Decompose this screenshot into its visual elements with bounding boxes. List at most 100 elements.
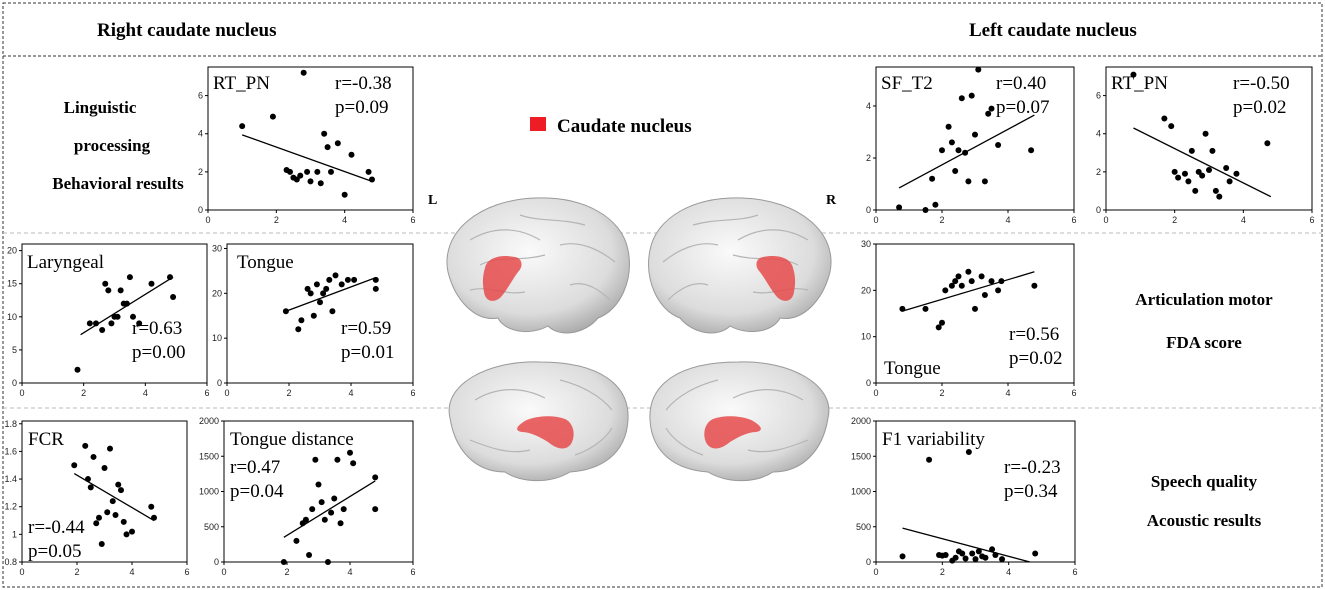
x-tick-label: 4: [1241, 215, 1246, 225]
data-point: [298, 317, 305, 324]
data-point: [293, 176, 300, 183]
y-tick-label: 0: [217, 378, 222, 388]
data-point: [965, 178, 972, 185]
data-point: [109, 498, 116, 505]
y-tick-label: 0: [1096, 205, 1101, 215]
data-point: [112, 512, 119, 518]
data-point: [74, 366, 81, 373]
correlation-p-label: p=0.34: [1004, 481, 1058, 502]
data-point: [93, 520, 100, 527]
data-point: [948, 139, 955, 146]
data-point: [899, 305, 906, 312]
correlation-p-label: p=0.01: [341, 342, 394, 363]
y-tick-label: 500: [204, 522, 219, 532]
data-point: [372, 506, 379, 513]
data-point: [338, 281, 345, 288]
x-tick-label: 6: [410, 388, 415, 398]
plot-frame: [223, 420, 414, 563]
data-point: [320, 290, 327, 297]
data-point: [120, 518, 127, 525]
x-tick-label: 4: [1005, 215, 1010, 225]
data-point: [1195, 168, 1202, 175]
correlation-r-label: r=0.47: [230, 457, 280, 478]
scatter-plot-rt-pn-right: 0 2 4 6 0 2 4 6 RT_PN r=-0.38 p=0.09: [198, 66, 416, 225]
data-point: [307, 290, 314, 297]
plot-frame: [1105, 66, 1313, 211]
scatter-plot-sf-t2-left: 0 2 4 6 0 2 4 SF_T2 r=0.40 p=0.07: [866, 66, 1077, 225]
data-point: [129, 528, 135, 535]
data-point: [972, 131, 978, 138]
data-point: [98, 541, 105, 548]
data-point: [969, 550, 976, 557]
data-point: [148, 280, 155, 287]
correlation-r-label: r=-0.50: [1233, 73, 1290, 94]
data-point: [99, 327, 106, 334]
correlation-r-label: r=0.59: [341, 318, 391, 339]
data-point: [922, 305, 929, 312]
y-tick-label: 2: [866, 153, 871, 163]
data-point: [314, 168, 321, 175]
data-point: [995, 287, 1002, 294]
y-tick-label: 1.4: [4, 474, 17, 484]
x-tick-label: 0: [221, 567, 226, 577]
correlation-r-label: r=0.40: [996, 73, 1046, 94]
y-tick-label: 6: [1096, 91, 1101, 101]
regression-line: [902, 271, 1035, 312]
data-point: [982, 554, 989, 561]
data-point: [334, 456, 341, 463]
data-point: [1216, 193, 1223, 200]
hemisphere-left-label: L: [428, 193, 437, 208]
data-point: [239, 123, 246, 130]
x-tick-label: 4: [1005, 388, 1010, 398]
data-point: [365, 168, 372, 175]
data-point: [126, 274, 133, 281]
regression-line: [902, 527, 1031, 563]
data-point: [315, 481, 322, 488]
data-point: [351, 276, 358, 283]
data-point: [312, 456, 319, 463]
data-point: [1209, 147, 1216, 154]
scatter-plot-fcr: 0 2 4 6 0.8 1 1.2 1.4 1.6 1.8 FCR r=-0.44 p=0.05: [4, 419, 189, 577]
data-point: [958, 95, 965, 102]
x-tick-label: 4: [129, 567, 134, 577]
data-point: [310, 312, 317, 319]
data-point: [988, 105, 995, 112]
y-tick-label: 2000: [199, 416, 219, 426]
y-tick-label: 2: [1096, 167, 1101, 177]
data-point: [295, 326, 302, 333]
data-point: [1161, 115, 1168, 122]
y-tick-label: 6: [198, 91, 203, 101]
y-tick-label: 20: [212, 288, 222, 298]
y-tick-label: 5: [12, 345, 17, 355]
data-point: [104, 509, 111, 516]
data-point: [123, 531, 130, 538]
data-point: [896, 204, 903, 211]
legend-swatch: [530, 117, 546, 131]
data-point: [151, 514, 157, 521]
data-point: [117, 287, 124, 294]
data-point: [1032, 550, 1039, 557]
scatter-plot-tongue-distance: 0 2 4 6 0 500 1000 1500 2000 Tongue distance r=0.4…: [199, 416, 416, 577]
plot-title: SF_T2: [881, 73, 933, 94]
plot-frame: [207, 66, 414, 211]
data-point: [331, 495, 338, 502]
data-point: [369, 176, 375, 183]
y-tick-label: 0: [214, 557, 219, 567]
data-point: [340, 506, 347, 513]
section-acoustic-results: Acoustic results: [1147, 511, 1262, 530]
data-point: [1212, 187, 1219, 194]
x-tick-label: 0: [19, 388, 24, 398]
data-point: [306, 551, 313, 558]
data-point: [114, 313, 121, 320]
data-point: [1202, 130, 1209, 137]
data-point: [123, 300, 130, 307]
data-point: [118, 487, 124, 494]
data-point: [975, 548, 982, 555]
data-point: [293, 537, 300, 544]
correlation-r-label: r=0.56: [1009, 324, 1059, 345]
correlation-p-label: p=0.09: [335, 97, 388, 118]
correlation-r-label: r=-0.38: [335, 73, 392, 94]
plot-frame: [875, 66, 1075, 211]
data-point: [899, 553, 906, 560]
